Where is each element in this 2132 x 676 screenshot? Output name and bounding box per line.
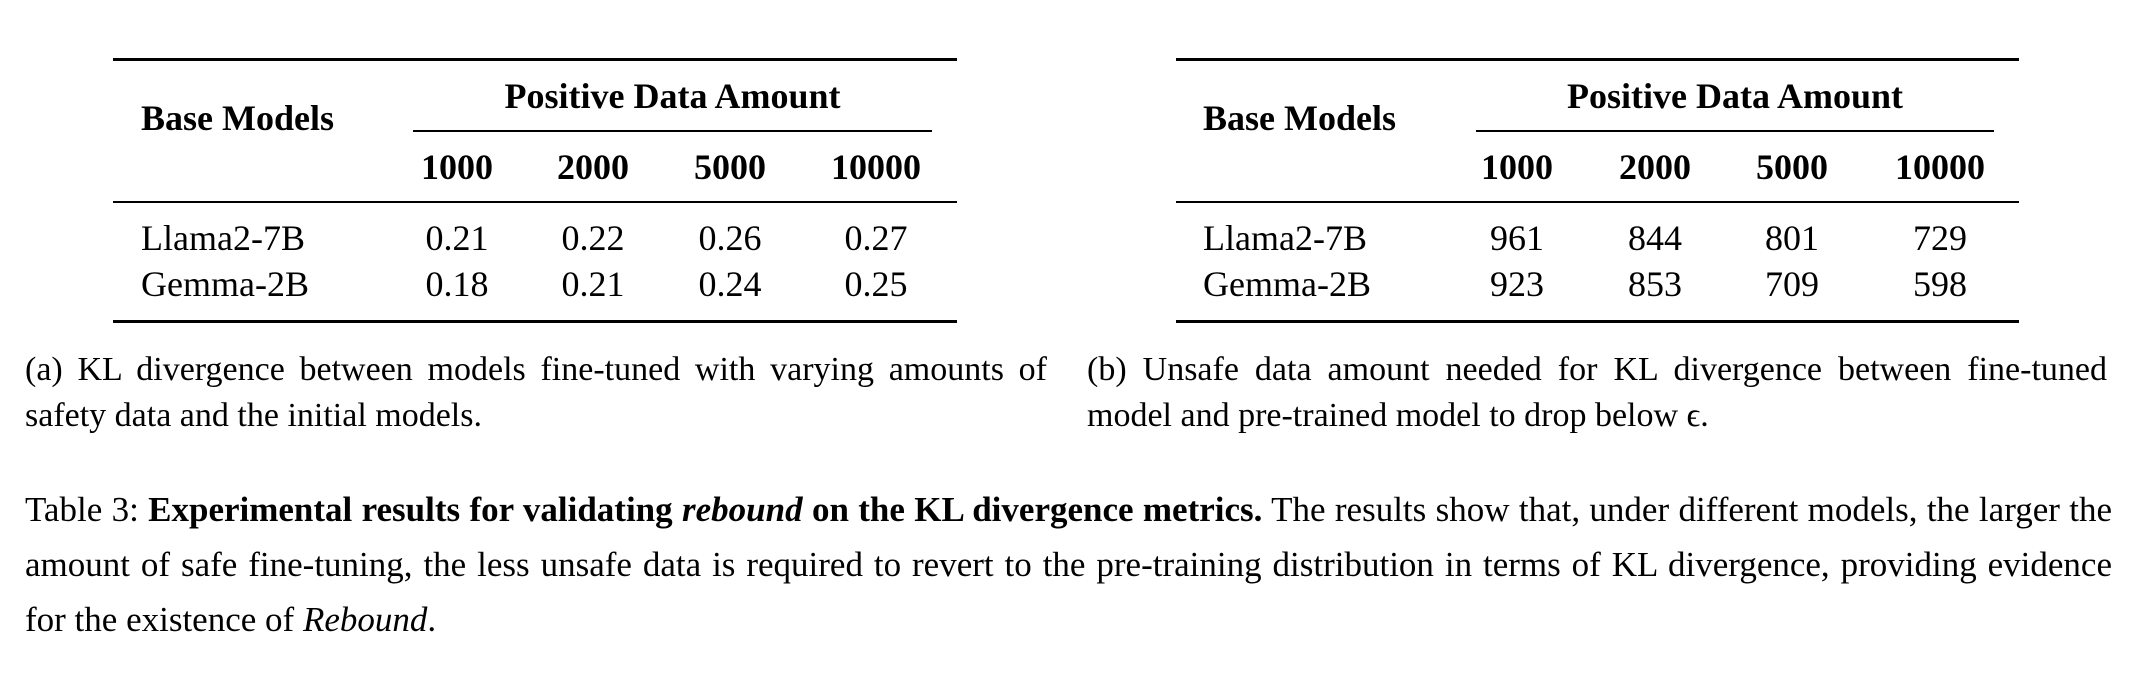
group-rule <box>1476 130 1994 132</box>
column-header: 5000 <box>1756 147 1828 187</box>
table-cell: 0.27 <box>844 218 908 258</box>
header-base-models: Base Models <box>1203 98 1396 138</box>
table-cell: 844 <box>1628 218 1682 258</box>
column-header: 5000 <box>694 147 766 187</box>
caption-italic-rebound: rebound <box>682 490 803 529</box>
table-cell: 0.25 <box>844 264 908 304</box>
bottom-rule <box>113 320 957 323</box>
table-cell: 0.21 <box>561 264 625 304</box>
column-header: 1000 <box>421 147 493 187</box>
top-rule <box>1176 58 2019 61</box>
column-header: 1000 <box>1481 147 1553 187</box>
column-header: 2000 <box>557 147 629 187</box>
caption-label: Table 3: <box>25 490 139 529</box>
column-header: 2000 <box>1619 147 1691 187</box>
subcaption: (b) Unsafe data amount needed for KL div… <box>1087 351 2107 434</box>
table-cell: 0.18 <box>425 264 489 304</box>
table-cell: 598 <box>1913 264 1967 304</box>
column-header: 10000 <box>831 147 921 187</box>
mid-rule <box>1176 201 2019 203</box>
header-group: Positive Data Amount <box>1567 76 1903 116</box>
row-model: Llama2-7B <box>141 218 305 258</box>
table-cell: 0.21 <box>425 218 489 258</box>
caption-bold-1: Experimental results for validating <box>148 490 673 529</box>
table-cell: 729 <box>1913 218 1967 258</box>
row-model: Llama2-7B <box>1203 218 1367 258</box>
group-rule <box>413 130 932 132</box>
top-rule <box>113 58 957 61</box>
table-cell: 709 <box>1765 264 1819 304</box>
mid-rule <box>113 201 957 203</box>
table-cell: 961 <box>1490 218 1544 258</box>
bottom-rule <box>1176 320 2019 323</box>
table-cell: 801 <box>1765 218 1819 258</box>
caption-text: The results show that, under different m… <box>25 490 2113 639</box>
column-header: 10000 <box>1895 147 1985 187</box>
subcaption: (a) KL divergence between models fine-tu… <box>25 351 1047 434</box>
caption-bold-2: on the KL divergence metrics. <box>811 490 1263 529</box>
table-cell: 923 <box>1490 264 1544 304</box>
row-model: Gemma-2B <box>141 264 309 304</box>
header-group: Positive Data Amount <box>504 76 841 116</box>
header-base-models: Base Models <box>141 98 334 138</box>
row-model: Gemma-2B <box>1203 264 1371 304</box>
table-cell: 853 <box>1628 264 1682 304</box>
table-cell: 0.22 <box>561 218 625 258</box>
table-caption: Table 3: Experimental results for valida… <box>25 482 2112 647</box>
table-cell: 0.26 <box>698 218 762 258</box>
caption-italic-end: Rebound <box>302 600 428 639</box>
table-cell: 0.24 <box>698 264 762 304</box>
caption-end: . <box>427 600 437 639</box>
